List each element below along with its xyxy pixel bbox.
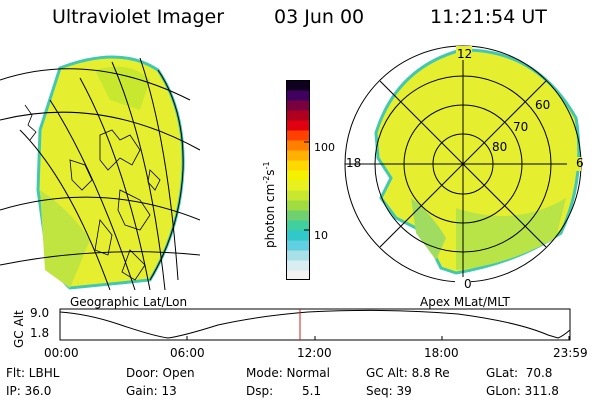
orbit-altitude-plot xyxy=(59,308,571,341)
colorbar-swatch xyxy=(286,180,310,191)
status-glat: GLat: 70.8 xyxy=(486,366,553,380)
status-door: Door: Open xyxy=(126,366,195,380)
status-gc-alt: GC Alt: 8.8 Re xyxy=(366,366,450,380)
colorbar-swatch xyxy=(286,210,310,221)
mlt-label-18: 18 xyxy=(346,156,362,170)
mlt-label-6: 6 xyxy=(576,156,584,170)
lat-label-70: 70 xyxy=(513,120,529,134)
status-dsp-value: 5.1 xyxy=(302,384,322,398)
title: Ultraviolet Imager xyxy=(52,6,225,28)
status-glon: GLon: 311.8 xyxy=(486,384,559,398)
timeline-xtick-2359: 23:59 xyxy=(553,346,588,360)
colorbar xyxy=(286,80,310,280)
colorbar-swatch xyxy=(286,130,310,141)
colorbar-tick-100: 100 xyxy=(314,141,335,154)
colorbar-swatch xyxy=(286,100,310,111)
mlt-label-12: 12 xyxy=(457,47,473,61)
colorbar-swatch xyxy=(286,230,310,241)
colorbar-swatch xyxy=(286,80,310,91)
colorbar-unit-label: photon cm-2s-1 xyxy=(262,161,277,248)
geographic-map xyxy=(0,55,200,290)
colorbar-swatch xyxy=(286,250,310,261)
timeline-ytick-1-8: 1.8 xyxy=(30,326,50,340)
status-ip: IP: 36.0 xyxy=(6,384,52,398)
colorbar-swatch xyxy=(286,260,310,271)
colorbar-swatch xyxy=(286,200,310,211)
left-panel-label: Geographic Lat/Lon xyxy=(70,295,188,309)
altitude-curve xyxy=(59,309,571,339)
colorbar-swatch xyxy=(286,90,310,101)
colorbar-border xyxy=(286,80,310,280)
colorbar-swatch xyxy=(286,190,310,201)
right-panel-label: Apex MLat/MLT xyxy=(420,295,510,309)
timeline-ytick-9: 9.0 xyxy=(30,306,50,320)
colorbar-tick-10: 10 xyxy=(314,229,328,242)
colorbar-swatch xyxy=(286,220,310,231)
colorbar-swatch xyxy=(286,140,310,151)
timeline-xtick-1200: 12:00 xyxy=(297,346,332,360)
status-gain: Gain: 13 xyxy=(126,384,177,398)
colorbar-swatch xyxy=(286,150,310,161)
lat-label-80: 80 xyxy=(492,140,508,154)
status-seq: Seq: 39 xyxy=(366,384,412,398)
colorbar-swatch xyxy=(286,240,310,251)
colorbar-swatch xyxy=(286,110,310,121)
colorbar-swatch xyxy=(286,270,310,280)
timeline-xtick-0600: 06:00 xyxy=(170,346,205,360)
colorbar-swatch xyxy=(286,170,310,181)
timeline-xtick-1800: 18:00 xyxy=(424,346,459,360)
time-ut: 11:21:54 UT xyxy=(430,6,547,28)
mlt-label-0: 0 xyxy=(464,277,472,291)
status-mode: Mode: Normal xyxy=(246,366,330,380)
colorbar-swatch xyxy=(286,160,310,171)
polar-mlat-mlt-plot xyxy=(344,45,582,292)
timeline-axis-label: GC Alt xyxy=(12,310,26,348)
date: 03 Jun 00 xyxy=(274,6,365,28)
timeline-xtick-0000: 00:00 xyxy=(44,346,79,360)
lat-label-60: 60 xyxy=(535,98,551,112)
status-flt: Flt: LBHL xyxy=(6,366,60,380)
colorbar-swatch xyxy=(286,120,310,131)
status-dsp-label: Dsp: xyxy=(246,384,274,398)
